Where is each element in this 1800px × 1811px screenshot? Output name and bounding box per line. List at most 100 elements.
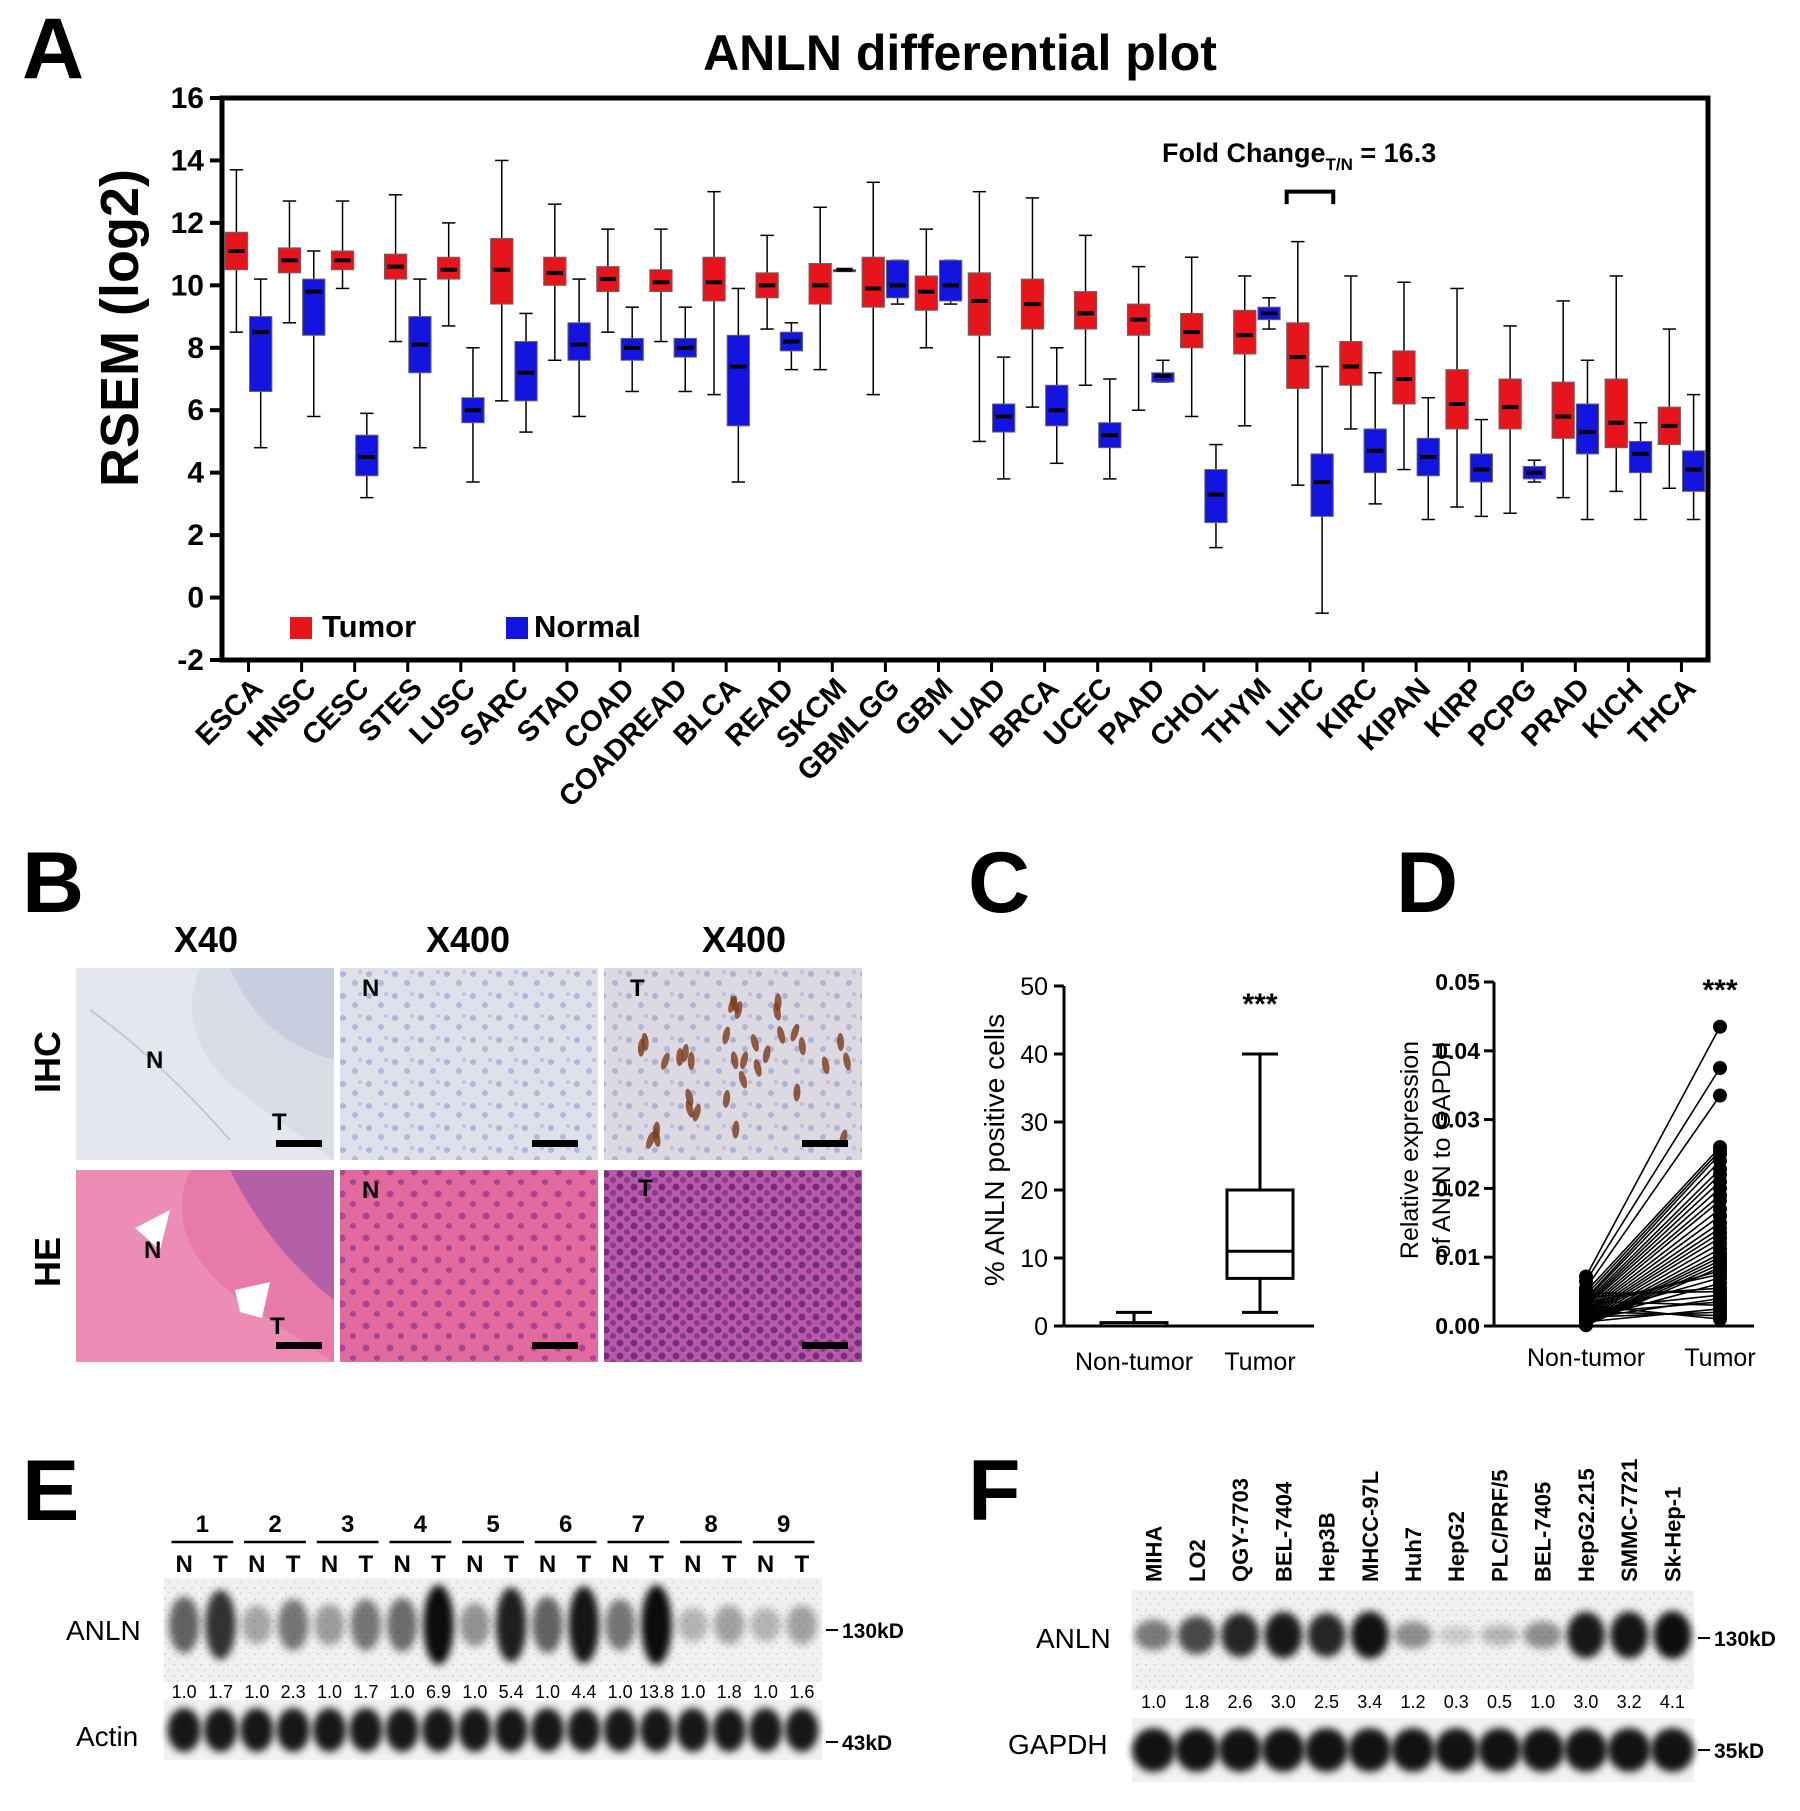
cell-line-label: Huh7 (1401, 1527, 1426, 1582)
actin-band (349, 1708, 383, 1752)
lane-label-n: N (248, 1551, 265, 1578)
pair-line (1585, 1304, 1721, 1320)
actin-band (748, 1708, 783, 1752)
x-tick-label: Non-tumor (1527, 1344, 1645, 1372)
band-quant: 6.9 (426, 1682, 451, 1702)
legend-swatch-normal (506, 617, 528, 639)
positive-nucleus (750, 1034, 759, 1052)
mw-label-43kd: 43kD (842, 1732, 892, 1755)
positive-nucleus (728, 995, 738, 1013)
box-normal (885, 259, 910, 299)
anln-band (1393, 1621, 1433, 1649)
band-quant: 3.2 (1617, 1692, 1642, 1712)
band-quant: 1.0 (753, 1682, 778, 1702)
legend-swatch-tumor (290, 617, 312, 639)
gapdh-band (1564, 1728, 1608, 1772)
positive-nucleus (722, 1026, 731, 1045)
chart-a-axis: -2 0 2 4 6 8 10 12 14 16 (171, 82, 1711, 677)
positive-nucleus (734, 1001, 743, 1019)
box-normal (1045, 384, 1069, 427)
panel-a: A ANLN differential plot RSEM (log2) -2 0… (22, 1, 1711, 813)
point-tumor (1713, 1061, 1727, 1075)
patient-number: 5 (486, 1511, 499, 1538)
anln-band (1221, 1612, 1260, 1658)
band-quant: 4.4 (571, 1682, 596, 1702)
mw-label-130kd: 130kD (842, 1620, 904, 1643)
band-quant: 3.0 (1573, 1692, 1598, 1712)
gapdh-band (1434, 1728, 1478, 1772)
anln-band (1307, 1612, 1346, 1658)
point-non-tumor (1579, 1298, 1593, 1313)
significance-marker: *** (1702, 974, 1737, 1007)
ihc-tile-x400-tumor: T (604, 968, 862, 1160)
positive-nucleus (637, 1038, 646, 1057)
chart-d-ylabel-line2: of ANLN to GAPDH (1428, 1042, 1456, 1259)
anln-band (459, 1603, 491, 1647)
lane-label-n: N (684, 1551, 701, 1578)
tile-letter-n: N (146, 1047, 163, 1074)
fold-change-value: = 16.3 (1353, 138, 1436, 168)
column-label-x400-normal: X400 (426, 919, 510, 960)
y-tick-label: -2 (177, 644, 204, 677)
band-quant: 1.0 (462, 1682, 487, 1702)
gapdh-band (1218, 1728, 1262, 1772)
fold-change-bracket (1284, 189, 1336, 205)
cell-line-label: LO2 (1185, 1539, 1210, 1582)
box-normal (1310, 453, 1334, 517)
y-tick-label: 8 (187, 332, 204, 365)
band-quant: 1.8 (717, 1682, 742, 1702)
lane-label-n: N (611, 1551, 628, 1578)
y-tick-label: 0.01 (1435, 1244, 1480, 1270)
box-tumor (1604, 378, 1628, 449)
tile-letter-t: T (270, 1313, 285, 1340)
anln-band (314, 1604, 345, 1646)
positive-nucleus (687, 1051, 695, 1070)
y-tick-label: 0.04 (1435, 1038, 1480, 1064)
scale-bar (802, 1342, 848, 1349)
mw-label-130kd: 130kD (1714, 1628, 1776, 1651)
he-tile-x400-tumor: T (604, 1170, 862, 1362)
actin-band (240, 1708, 274, 1752)
y-tick-label: 14 (171, 144, 205, 177)
y-tick-label: 4 (187, 457, 204, 490)
band-quant: 1.7 (353, 1682, 378, 1702)
band-quant: 1.0 (608, 1682, 633, 1702)
tile-letter-n: N (144, 1237, 161, 1264)
actin-band (458, 1708, 492, 1752)
band-quant: 1.8 (1184, 1692, 1209, 1712)
lane-label-n: N (321, 1551, 338, 1578)
chart-a-legend: Tumor Normal (290, 609, 641, 644)
row-label-ihc: IHC (27, 1031, 68, 1093)
cell-line-label: MHCC-97L (1358, 1471, 1383, 1582)
box-normal (249, 316, 273, 392)
positive-nucleus (646, 1131, 655, 1149)
y-tick-label: 12 (171, 207, 204, 240)
pair-line (1585, 1232, 1721, 1319)
actin-band (603, 1708, 637, 1752)
band-quant: 4.1 (1660, 1692, 1685, 1712)
y-tick-label: 30 (1020, 1109, 1048, 1137)
positive-nucleus (685, 1100, 694, 1118)
band-quant: 1.0 (244, 1682, 269, 1702)
pair-line (1585, 1222, 1721, 1316)
anln-band (677, 1607, 709, 1642)
positive-nucleus (773, 1002, 781, 1021)
anln-band (386, 1597, 418, 1652)
ihc-tile-x400-normal: N (340, 968, 598, 1160)
scale-bar (802, 1140, 848, 1147)
pair-line (1585, 1200, 1721, 1312)
anln-membrane-texture (164, 1578, 822, 1682)
actin-band (567, 1708, 601, 1752)
chart-a-ylabel: RSEM (log2) (90, 169, 150, 487)
box-normal (938, 259, 963, 302)
pair-line (1585, 1150, 1721, 1296)
lane-label-n: N (175, 1551, 192, 1578)
anln-band (1653, 1611, 1692, 1659)
positive-nucleus (837, 1032, 845, 1051)
positive-nucleus (692, 1103, 701, 1122)
positive-nucleus (798, 1037, 806, 1056)
patient-number: 1 (196, 1511, 209, 1538)
box-tumor (967, 272, 992, 336)
patient-number: 3 (341, 1511, 354, 1538)
